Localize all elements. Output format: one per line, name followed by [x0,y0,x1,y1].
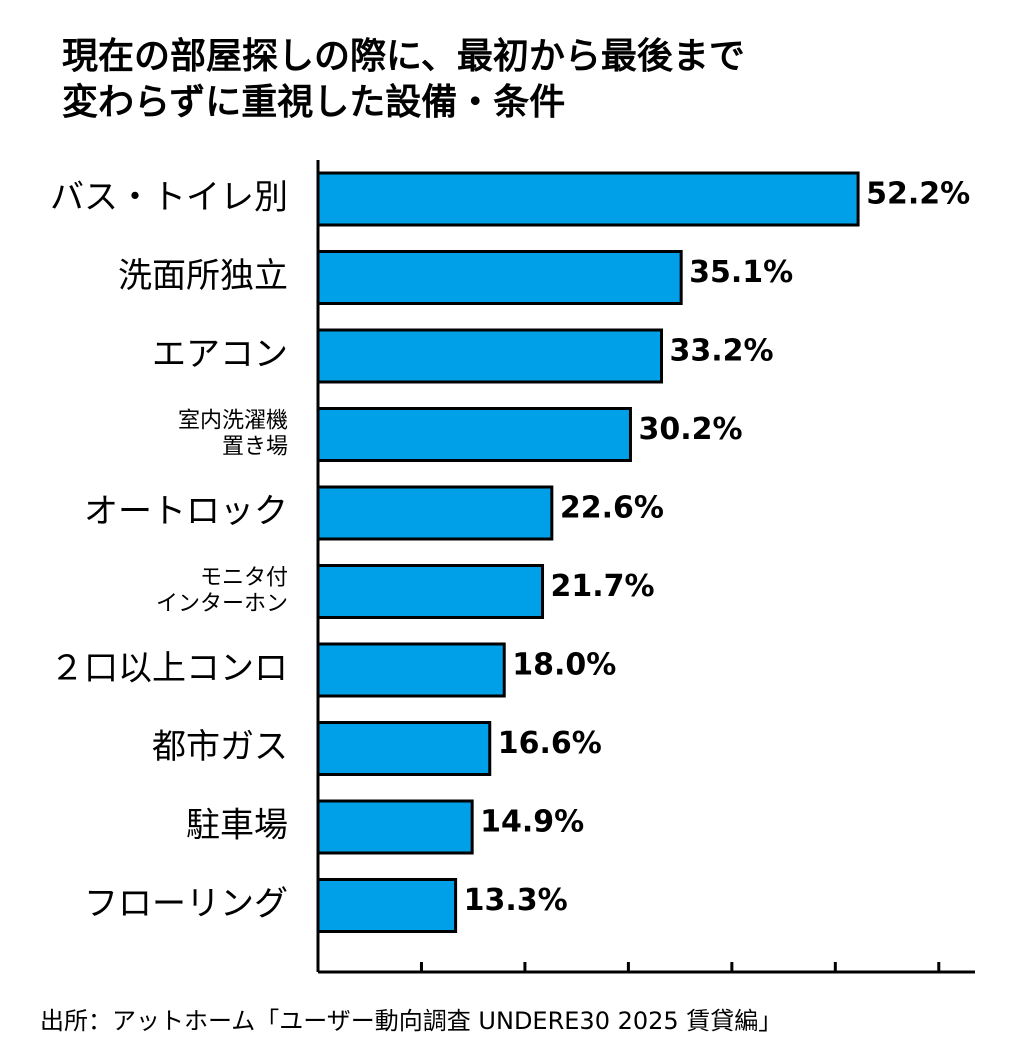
y-tick-label: 室内洗濯機置き場 [178,409,288,460]
value-label: 16.6% [498,726,602,761]
value-label: 30.2% [638,412,742,447]
bar [316,564,545,619]
y-tick-label: バス・トイレ別 [50,178,288,218]
value-label: 18.0% [512,648,616,683]
source-note: 出所：アットホーム「ユーザー動向調査 UNDERE30 2025 賃貸編」 [40,1007,782,1035]
y-tick-label: フローリング [84,884,288,924]
bar [316,328,664,384]
y-tick-label: 都市ガス [152,727,288,767]
bar [316,721,492,776]
y-tick-label: 駐車場 [186,806,288,846]
bar [316,799,474,855]
value-label: 22.6% [560,491,664,526]
bar [316,171,860,227]
bar [316,250,683,305]
chart-title: 現在の部屋探しの際に、最初から最後まで変わらずに重視した設備・条件 [62,36,745,123]
y-tick-label: 洗面所独立 [118,256,288,296]
y-tick-label: モニタ付インターホン [156,566,288,617]
value-label: 13.3% [464,883,568,918]
value-label: 35.1% [689,255,793,290]
y-tick-label: オートロック [84,492,288,532]
bar [316,878,458,933]
y-tick-label: エアコン [152,335,288,375]
y-tick-label: ２口以上コンロ [50,649,288,689]
bar [316,407,632,462]
value-label: 21.7% [551,569,655,604]
bar [316,485,554,541]
bar [316,642,506,698]
value-label: 14.9% [480,805,584,840]
value-label: 52.2% [866,177,970,212]
value-label: 33.2% [670,334,774,369]
